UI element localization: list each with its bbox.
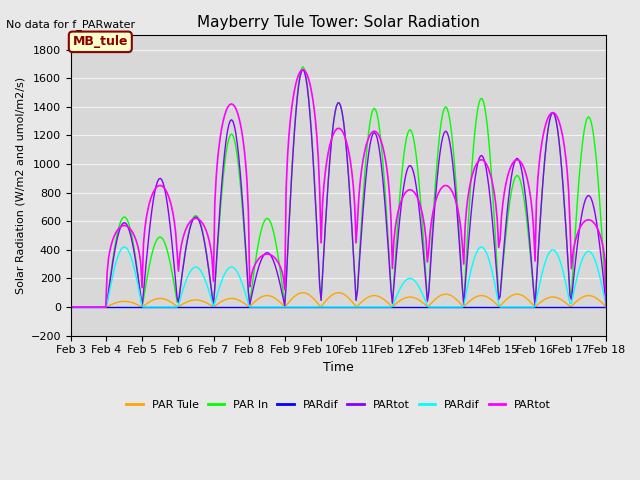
PARtot [450,173,458,179]
PAR Tule [85,304,93,310]
PARtot [299,67,307,72]
Text: MB_tule: MB_tule [72,36,128,48]
PARdif [529,304,536,310]
PARtot [530,227,538,233]
PARdif [102,304,109,310]
PARtot [67,304,75,310]
X-axis label: Time: Time [323,361,354,374]
PARdif [602,304,610,310]
Line: PARtot: PARtot [71,70,606,307]
PAR In [602,304,610,310]
Line: PAR In: PAR In [71,67,606,307]
Text: No data for f_PARwater: No data for f_PARwater [6,19,136,30]
PAR In [530,289,538,295]
PARdif [600,290,607,296]
PARdif [67,304,75,310]
PARtot [102,304,109,310]
PARdif [449,304,456,310]
PARdif [67,304,75,310]
PARdif [530,304,538,310]
PAR Tule [344,294,351,300]
PAR Tule [602,304,610,310]
PARdif [85,304,93,310]
PAR Tule [67,304,75,310]
Y-axis label: Solar Radiation (W/m2 and umol/m2/s): Solar Radiation (W/m2 and umol/m2/s) [15,77,25,294]
PARtot [450,193,458,199]
PAR In [600,258,607,264]
PARdif [602,304,610,310]
PARtot [102,304,109,310]
PARtot [602,304,610,310]
PARtot [602,304,610,310]
PARtot [85,304,93,310]
PARtot [600,247,607,253]
PARdif [598,304,606,310]
Legend: PAR Tule, PAR In, PARdif, PARtot, PARdif, PARtot: PAR Tule, PAR In, PARdif, PARtot, PARdif… [122,395,556,414]
PAR Tule [102,304,109,310]
PAR Tule [299,290,307,296]
PARtot [299,67,307,72]
Title: Mayberry Tule Tower: Solar Radiation: Mayberry Tule Tower: Solar Radiation [197,15,480,30]
Line: PARdif: PARdif [71,247,606,307]
PARdif [344,304,351,310]
PAR In [344,162,351,168]
Line: PAR Tule: PAR Tule [71,293,606,307]
Line: PARtot: PARtot [71,70,606,307]
PARtot [67,304,75,310]
PARtot [530,287,538,293]
PARtot [600,277,607,283]
PARtot [344,162,351,168]
PAR In [450,155,458,160]
PAR In [299,64,307,70]
PAR Tule [450,295,458,300]
PARdif [102,304,109,310]
PARdif [450,304,458,310]
PARdif [342,304,350,310]
PAR In [85,304,93,310]
PARdif [120,244,128,250]
PAR In [102,304,109,310]
PAR In [67,304,75,310]
PAR Tule [600,301,607,307]
PARdif [85,304,93,310]
PARtot [85,304,93,310]
PAR Tule [530,303,538,309]
PARtot [344,144,351,149]
